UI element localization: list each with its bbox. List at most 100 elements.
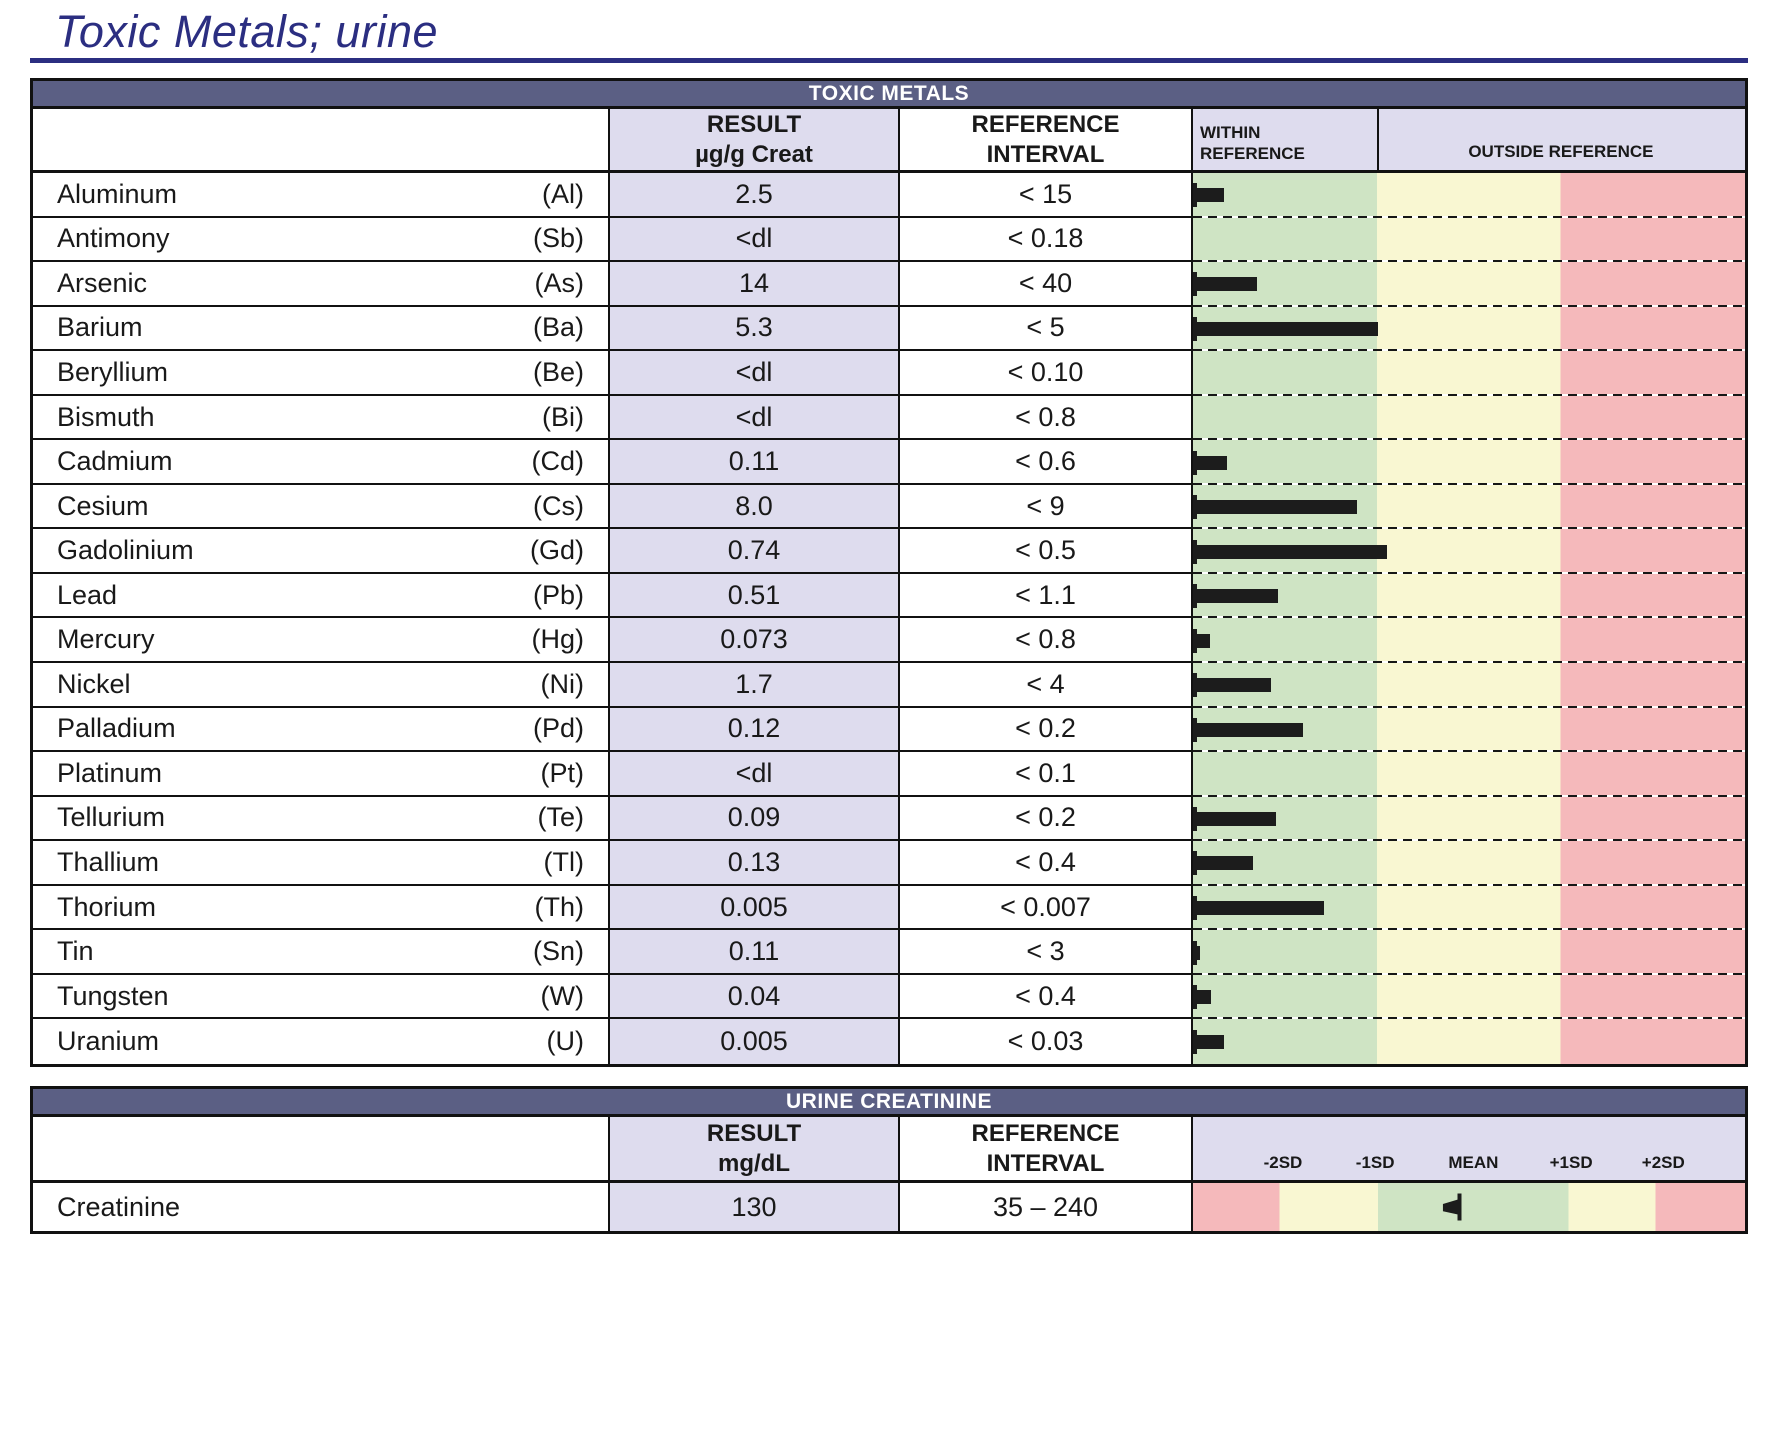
toxic-metals-column-header-row: RESULT µg/g Creat REFERENCE INTERVAL WIT… — [33, 109, 1745, 173]
result-bar — [1193, 985, 1212, 1010]
sd-scale-header: -2SD -1SD MEAN +1SD +2SD — [1193, 1117, 1745, 1180]
metal-symbol: (Ba) — [532, 312, 584, 343]
row-separator-dashed — [1193, 349, 1745, 353]
row-separator-dashed — [1193, 616, 1745, 620]
creatinine-column-header-row: RESULT mg/dL REFERENCE INTERVAL -2SD -1SD… — [33, 1117, 1745, 1183]
metal-name: Thallium — [57, 846, 160, 877]
metal-symbol: (Bi) — [542, 401, 584, 432]
metal-symbol: (Pt) — [540, 757, 585, 788]
result-header-label: RESULT — [706, 110, 802, 138]
sd-label: +1SD — [1549, 1153, 1593, 1172]
row-separator-dashed — [1193, 661, 1745, 665]
within-reference-label: WITHIN REFERENCE — [1200, 123, 1305, 163]
metal-name: Tungsten — [57, 980, 169, 1011]
metal-range-chart — [1193, 1019, 1745, 1064]
toxic-metals-header-bar: TOXIC METALS — [33, 81, 1745, 109]
result-bar — [1193, 806, 1276, 831]
row-separator-dashed — [1193, 1017, 1745, 1021]
metal-reference-interval: < 0.4 — [900, 841, 1193, 886]
marker-flag-icon — [1442, 1199, 1458, 1215]
metal-range-chart — [1193, 618, 1745, 665]
metal-reference-interval: < 0.2 — [900, 707, 1193, 753]
metal-row: Bismuth (Bi) <dl < 0.8 — [33, 395, 1745, 442]
metal-result-value: <dl — [610, 351, 900, 396]
metal-range-chart — [1193, 752, 1745, 798]
metal-symbol: (Sb) — [532, 223, 584, 254]
metal-result-value: 0.005 — [610, 1019, 900, 1064]
metal-name: Arsenic — [57, 267, 148, 298]
metal-result-value: 0.51 — [610, 573, 900, 619]
result-bar — [1193, 495, 1357, 520]
metal-name: Gadolinium — [57, 535, 194, 566]
row-separator-dashed — [1193, 482, 1745, 486]
row-separator-dashed — [1193, 438, 1745, 442]
metal-symbol: (Pb) — [532, 579, 584, 610]
result-bar — [1193, 717, 1304, 742]
metal-reference-interval: < 0.4 — [900, 974, 1193, 1020]
metal-range-chart — [1193, 262, 1745, 308]
metal-result-value: 14 — [610, 262, 900, 307]
metal-range-chart — [1193, 974, 1745, 1021]
sd-label: +2SD — [1641, 1153, 1685, 1172]
reference-interval-column-header: REFERENCE INTERVAL — [900, 109, 1193, 170]
metal-result-value: <dl — [610, 395, 900, 441]
metal-row: Thallium (Tl) 0.13 < 0.4 — [33, 841, 1745, 887]
result-header-unit: µg/g Creat — [695, 140, 813, 168]
metal-range-chart — [1193, 930, 1745, 976]
result-bar — [1193, 896, 1325, 921]
metal-name: Cesium — [57, 490, 149, 521]
metal-name: Bismuth — [57, 401, 155, 432]
row-separator-dashed — [1193, 215, 1745, 219]
metal-reference-interval: < 1.1 — [900, 573, 1193, 619]
row-separator-dashed — [1193, 883, 1745, 887]
result-bar — [1193, 584, 1279, 609]
metal-row: Barium (Ba) 5.3 < 5 — [33, 306, 1745, 353]
sd-label: MEAN — [1448, 1153, 1499, 1172]
metal-row: Thorium (Th) 0.005 < 0.007 — [33, 885, 1745, 932]
metal-row: Lead (Pb) 0.51 < 1.1 — [33, 573, 1745, 620]
metal-row: Tungsten (W) 0.04 < 0.4 — [33, 974, 1745, 1021]
metal-result-value: 0.11 — [610, 930, 900, 975]
metal-reference-interval: < 0.1 — [900, 752, 1193, 797]
result-bar — [1193, 940, 1200, 965]
row-separator-dashed — [1193, 750, 1745, 754]
creatinine-result-value: 130 — [610, 1183, 900, 1231]
result-bar — [1193, 316, 1379, 341]
metal-range-chart — [1193, 395, 1745, 442]
row-separator-dashed — [1193, 571, 1745, 575]
row-separator-dashed — [1193, 705, 1745, 709]
page-title: Toxic Metals; urine — [55, 6, 438, 57]
metal-result-value: <dl — [610, 752, 900, 797]
metal-name: Cadmium — [57, 446, 173, 477]
metal-range-chart — [1193, 841, 1745, 887]
metal-name: Palladium — [57, 713, 176, 744]
sd-label: -2SD — [1263, 1153, 1303, 1172]
metal-reference-interval: < 0.8 — [900, 618, 1193, 664]
metal-row: Tellurium (Te) 0.09 < 0.2 — [33, 796, 1745, 843]
metal-symbol: (Cs) — [533, 490, 584, 521]
metal-name: Uranium — [57, 1026, 160, 1057]
metal-row: Nickel (Ni) 1.7 < 4 — [33, 663, 1745, 709]
metal-row: Mercury (Hg) 0.073 < 0.8 — [33, 618, 1745, 665]
metal-row: Uranium (U) 0.005 < 0.03 — [33, 1019, 1745, 1064]
element-column-header — [33, 109, 610, 170]
row-separator-dashed — [1193, 393, 1745, 397]
result-bar — [1193, 450, 1227, 475]
metal-range-chart — [1193, 573, 1745, 620]
metal-reference-interval: < 0.5 — [900, 529, 1193, 574]
metal-name: Beryllium — [57, 356, 169, 387]
metal-name: Mercury — [57, 624, 155, 655]
result-bar — [1193, 628, 1210, 653]
metal-symbol: (Te) — [537, 802, 585, 833]
creatinine-sd-chart — [1193, 1183, 1745, 1231]
metal-name: Tellurium — [57, 802, 166, 833]
metal-reference-interval: < 40 — [900, 262, 1193, 307]
metal-row: Platinum (Pt) <dl < 0.1 — [33, 752, 1745, 798]
metal-row: Beryllium (Be) <dl < 0.10 — [33, 351, 1745, 397]
metal-reference-interval: < 9 — [900, 484, 1193, 530]
metal-reference-interval: < 4 — [900, 663, 1193, 708]
metal-range-chart — [1193, 306, 1745, 353]
metal-result-value: 8.0 — [610, 484, 900, 530]
result-column-header: RESULT µg/g Creat — [610, 109, 900, 170]
